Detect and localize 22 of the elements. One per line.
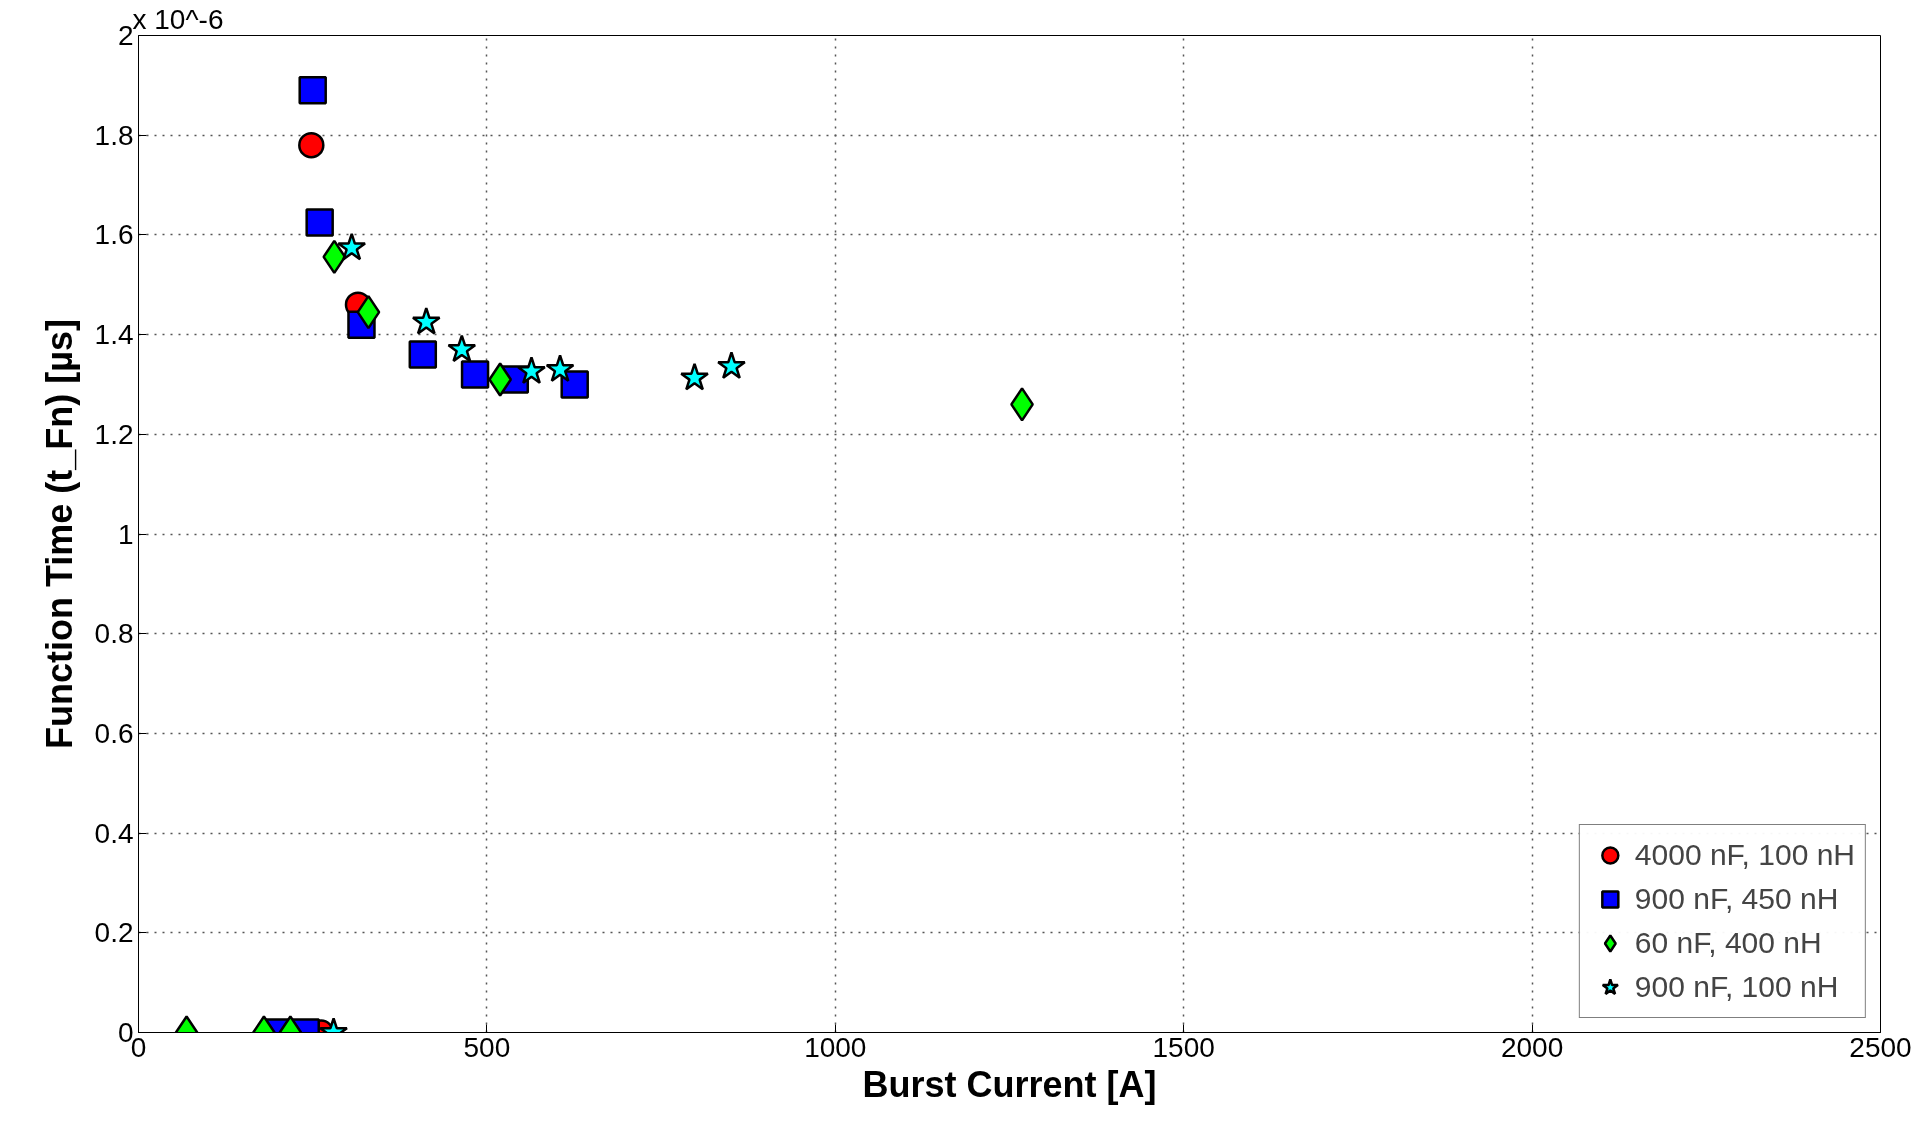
legend-label: 60 nF, 400 nH (1634, 925, 1822, 961)
y-tick-label: 1 (117, 518, 134, 550)
x-tick-label: 2000 (1500, 1031, 1564, 1063)
y-tick-label: 0.2 (94, 917, 134, 949)
x-tick-label: 1000 (804, 1031, 867, 1063)
y-axis-title: Function Time (t_Fn) [µs] (38, 318, 80, 750)
x-tick-label: 2500 (1849, 1031, 1912, 1063)
y-tick-label: 1.4 (94, 319, 134, 351)
text: x 10^-6 (132, 3, 224, 35)
x-tick-label: 1500 (1152, 1031, 1215, 1063)
y-tick-label: 2 (117, 20, 134, 51)
y-tick-label: 0.6 (94, 717, 134, 749)
x-tick-label: 500 (463, 1031, 511, 1063)
y-tick-label: 0.4 (94, 817, 134, 849)
y-tick-label: 0.8 (94, 618, 134, 650)
legend-label: 4000 nF, 100 nH (1634, 837, 1855, 873)
y-tick-label: 1.2 (94, 418, 134, 450)
y-tick-label: 1.6 (94, 219, 134, 251)
legend-label: 900 nF, 450 nH (1634, 881, 1839, 917)
legend-label: 900 nF, 100 nH (1634, 969, 1839, 1005)
x-axis-title: Burst Current [A] (862, 1063, 1157, 1105)
y-tick-label: 1.8 (94, 119, 134, 151)
